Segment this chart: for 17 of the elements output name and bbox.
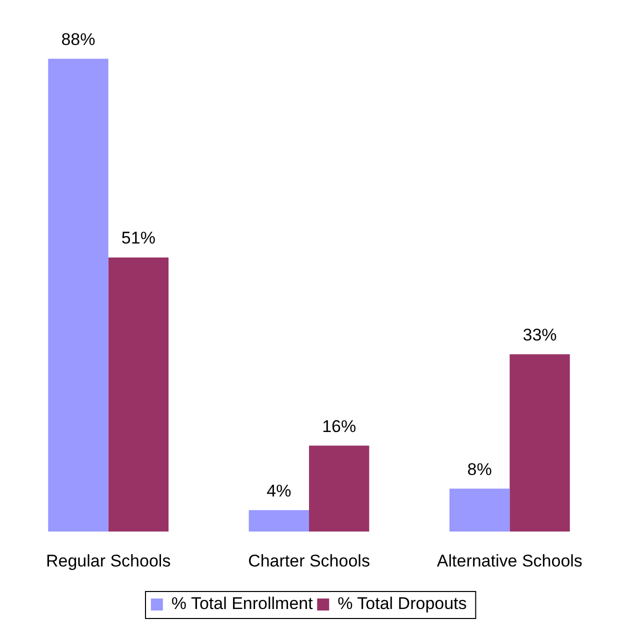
data-label: 33% bbox=[522, 325, 557, 344]
x-tick-label: Charter Schools bbox=[248, 551, 370, 570]
bar bbox=[248, 510, 309, 532]
bar bbox=[48, 58, 108, 532]
bar bbox=[309, 446, 370, 532]
bar bbox=[108, 258, 169, 532]
data-label: 4% bbox=[266, 481, 292, 500]
data-label: 8% bbox=[467, 460, 492, 479]
data-label: 88% bbox=[61, 30, 96, 49]
legend-label: % Total Dropouts bbox=[338, 594, 467, 614]
x-tick-label: Alternative Schools bbox=[436, 551, 582, 570]
legend-label: % Total Enrollment bbox=[171, 594, 314, 614]
bar bbox=[510, 354, 570, 532]
bar bbox=[449, 488, 510, 532]
x-tick-label: Regular Schools bbox=[46, 551, 171, 570]
data-label: 16% bbox=[322, 416, 356, 436]
data-label: 51% bbox=[121, 228, 156, 248]
